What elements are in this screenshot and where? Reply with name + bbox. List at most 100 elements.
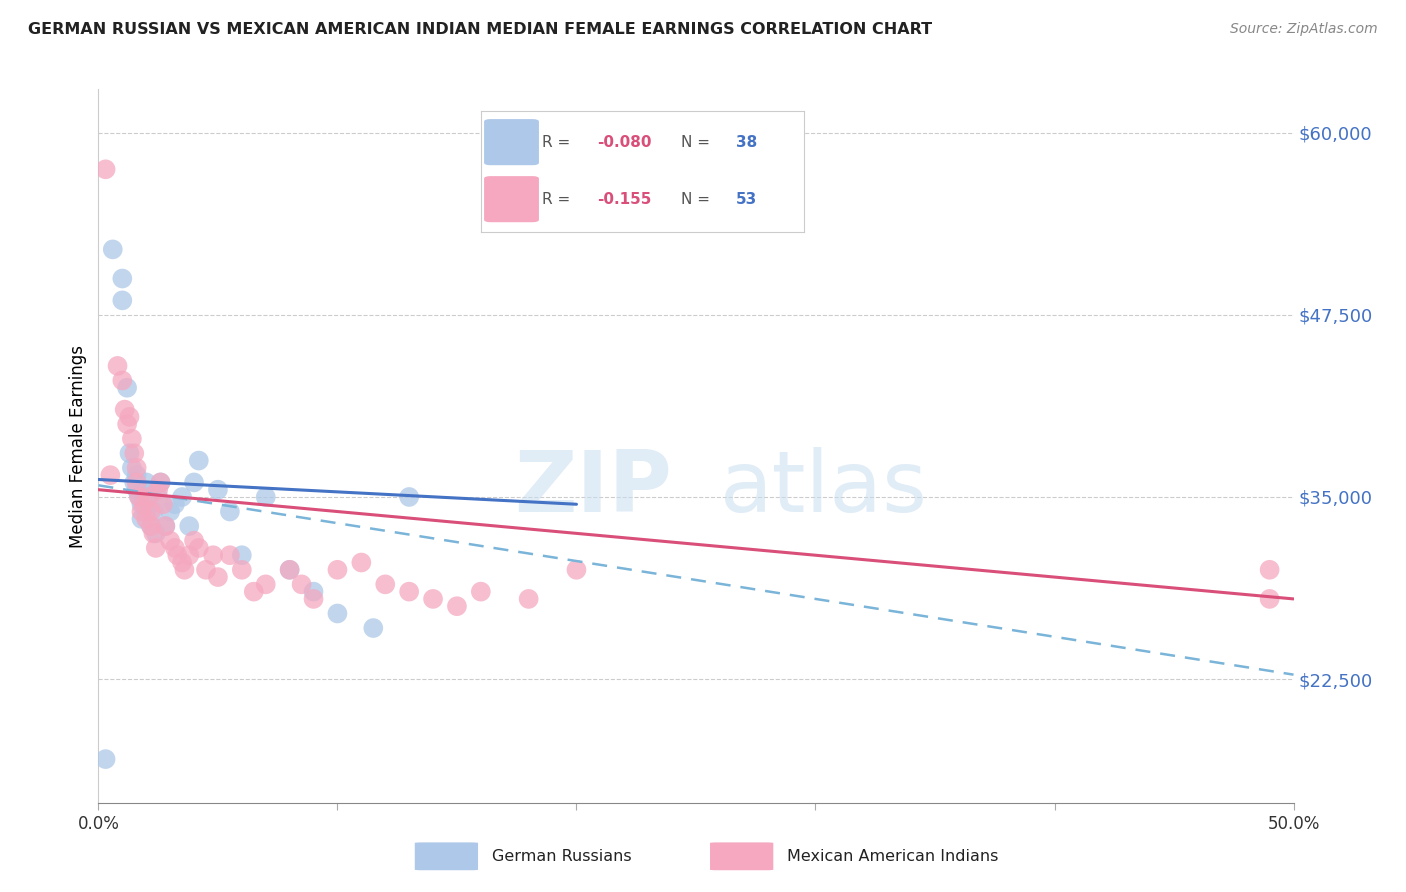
Point <box>207 570 229 584</box>
Point <box>254 490 277 504</box>
Point <box>219 548 242 562</box>
Point <box>132 483 155 497</box>
Point <box>422 591 444 606</box>
Point <box>278 563 301 577</box>
Y-axis label: Median Female Earnings: Median Female Earnings <box>69 344 87 548</box>
FancyBboxPatch shape <box>484 176 538 222</box>
Point <box>163 497 186 511</box>
Point <box>155 519 177 533</box>
Point <box>118 409 141 424</box>
Point <box>118 446 141 460</box>
Point <box>187 453 209 467</box>
Point <box>135 504 157 518</box>
Point <box>202 548 225 562</box>
Point <box>142 504 165 518</box>
Point <box>114 402 136 417</box>
Point <box>148 490 170 504</box>
Point <box>254 577 277 591</box>
Point <box>135 475 157 490</box>
Text: -0.080: -0.080 <box>598 135 651 150</box>
Text: German Russians: German Russians <box>492 849 631 863</box>
Point <box>152 497 174 511</box>
Point <box>159 504 181 518</box>
FancyBboxPatch shape <box>415 842 478 871</box>
Point <box>565 563 588 577</box>
Point <box>326 607 349 621</box>
Point <box>145 526 167 541</box>
Point <box>131 497 153 511</box>
Point <box>179 548 201 562</box>
Text: 38: 38 <box>735 135 756 150</box>
Point <box>350 556 373 570</box>
Point <box>125 468 148 483</box>
Point <box>172 556 194 570</box>
Point <box>155 519 177 533</box>
Point <box>148 483 170 497</box>
Point <box>166 548 188 562</box>
Point <box>470 584 492 599</box>
Point <box>125 460 148 475</box>
FancyBboxPatch shape <box>484 120 538 165</box>
Point <box>243 584 266 599</box>
Point <box>290 577 312 591</box>
Point <box>326 563 349 577</box>
Point <box>115 417 138 432</box>
Point <box>121 460 143 475</box>
Point <box>138 490 160 504</box>
Point <box>128 490 150 504</box>
Point <box>139 519 162 533</box>
Point <box>363 621 385 635</box>
Point <box>183 475 205 490</box>
Point <box>111 374 134 388</box>
Point <box>398 584 420 599</box>
Point <box>139 504 162 518</box>
Point <box>124 475 146 490</box>
Point <box>219 504 242 518</box>
Point <box>94 162 117 177</box>
Point <box>124 446 146 460</box>
Point <box>94 752 117 766</box>
Point <box>159 533 181 548</box>
Point <box>139 519 162 533</box>
Point <box>149 475 172 490</box>
Point <box>517 591 540 606</box>
Point <box>132 497 155 511</box>
Point <box>128 490 150 504</box>
Point <box>446 599 468 614</box>
Point <box>183 533 205 548</box>
Point <box>163 541 186 555</box>
Point <box>111 293 134 308</box>
Point <box>142 526 165 541</box>
Point <box>101 243 124 257</box>
Text: R =: R = <box>543 135 575 150</box>
Point <box>302 591 325 606</box>
Text: N =: N = <box>681 192 714 207</box>
Point <box>1258 563 1281 577</box>
Point <box>194 563 217 577</box>
Point <box>1258 591 1281 606</box>
Point <box>231 548 253 562</box>
Text: Mexican American Indians: Mexican American Indians <box>787 849 998 863</box>
Text: 53: 53 <box>735 192 756 207</box>
Point <box>149 475 172 490</box>
Point <box>107 359 129 373</box>
FancyBboxPatch shape <box>710 842 773 871</box>
Text: N =: N = <box>681 135 714 150</box>
Point <box>172 490 194 504</box>
Point <box>121 432 143 446</box>
Point <box>145 541 167 555</box>
Text: ZIP: ZIP <box>515 447 672 531</box>
Point <box>398 490 420 504</box>
Point <box>302 584 325 599</box>
Text: GERMAN RUSSIAN VS MEXICAN AMERICAN INDIAN MEDIAN FEMALE EARNINGS CORRELATION CHA: GERMAN RUSSIAN VS MEXICAN AMERICAN INDIA… <box>28 22 932 37</box>
Point <box>131 504 153 518</box>
Point <box>135 512 157 526</box>
Point <box>179 519 201 533</box>
Point <box>125 483 148 497</box>
Point <box>173 563 195 577</box>
Point <box>374 577 396 591</box>
Point <box>187 541 209 555</box>
Point <box>138 490 160 504</box>
Point <box>207 483 229 497</box>
Text: atlas: atlas <box>720 447 928 531</box>
